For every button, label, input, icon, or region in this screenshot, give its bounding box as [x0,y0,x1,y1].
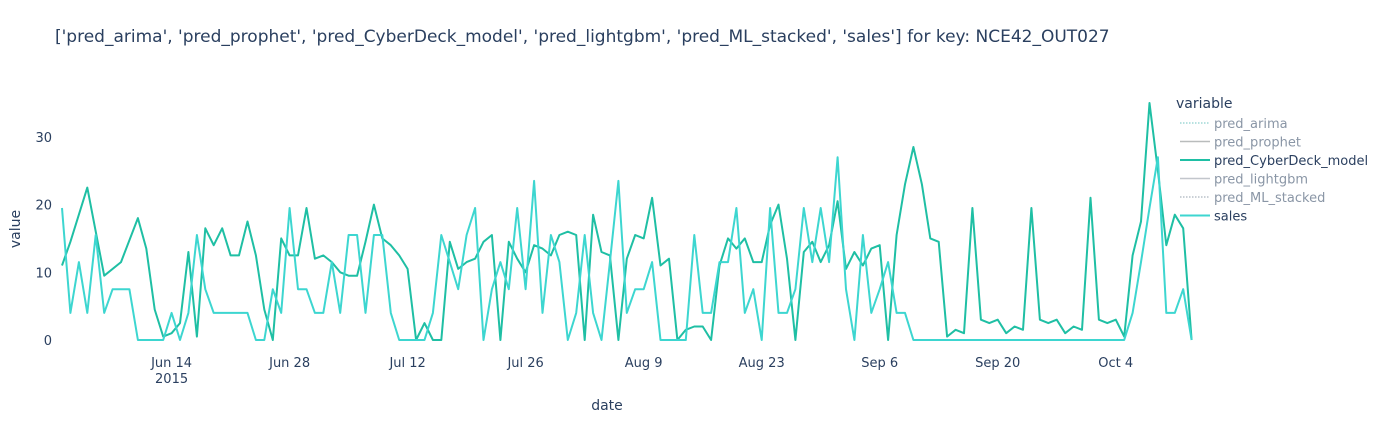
legend-label: pred_ML_stacked [1214,191,1325,206]
x-tick-label: Jun 14 [150,356,192,371]
x-tick-label: Jul 26 [506,356,543,371]
x-tick-sublabel: 2015 [155,372,188,387]
legend-label: sales [1214,210,1247,225]
legend-item-pred-ml-stacked[interactable]: pred_ML_stacked [1180,191,1325,206]
series-line-sales [61,156,1193,341]
y-tick-label: 10 [35,266,52,281]
series-line-pred-cyberdeck-model [61,102,1193,341]
plot-area [61,102,1193,341]
x-axis-label: date [591,398,623,414]
x-tick-label: Jul 12 [388,356,425,371]
legend-item-sales[interactable]: sales [1180,210,1247,225]
x-tick-label: Sep 6 [861,356,898,371]
y-tick-label: 20 [35,199,52,214]
legend-item-pred-arima[interactable]: pred_arima [1180,117,1288,132]
legend-item-pred-cyberdeck-model[interactable]: pred_CyberDeck_model [1180,154,1368,169]
y-axis: 0 10 20 30 [35,131,52,349]
y-tick-label: 0 [44,334,52,349]
legend-label: pred_arima [1214,117,1288,132]
legend-label: pred_lightgbm [1214,173,1308,188]
x-tick-label: Oct 4 [1098,356,1133,371]
legend[interactable]: variable pred_arima pred_prophet pred_Cybe… [1176,96,1368,225]
x-tick-label: Sep 20 [975,356,1020,371]
legend-item-pred-prophet[interactable]: pred_prophet [1180,136,1301,151]
legend-item-pred-lightgbm[interactable]: pred_lightgbm [1180,173,1308,188]
x-tick-label: Aug 9 [625,356,663,371]
x-tick-label: Jun 28 [268,356,310,371]
chart-title: ['pred_arima', 'pred_prophet', 'pred_Cyb… [55,27,1110,47]
legend-title: variable [1176,96,1232,112]
y-axis-label: value [8,210,24,248]
y-tick-label: 30 [35,131,52,146]
legend-label: pred_CyberDeck_model [1214,154,1368,169]
legend-label: pred_prophet [1214,136,1301,151]
x-tick-label: Aug 23 [739,356,785,371]
